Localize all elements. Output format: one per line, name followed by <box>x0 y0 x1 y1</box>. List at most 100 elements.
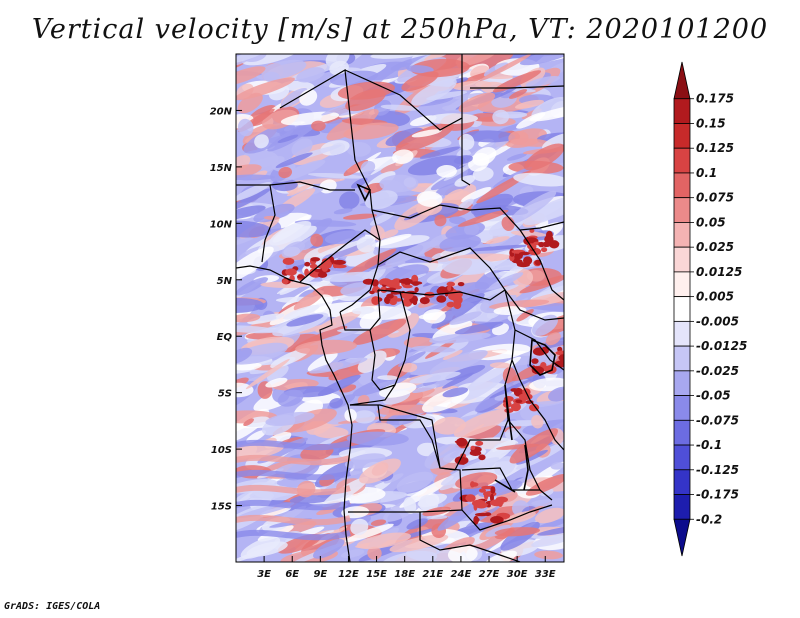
colorbar-bin <box>673 147 691 174</box>
field-patch <box>455 472 498 490</box>
field-patch-strong <box>473 502 478 511</box>
field-patch <box>531 497 564 507</box>
field-patch <box>411 78 457 106</box>
lon-label: 9E <box>313 569 327 580</box>
field-patch <box>386 413 418 426</box>
field-patch <box>236 77 295 101</box>
field-patch-strong <box>304 261 311 267</box>
field-patch-strong <box>402 284 413 289</box>
field-patch <box>505 511 536 524</box>
field-patch <box>407 155 466 176</box>
field-patch <box>400 362 418 373</box>
field-patch <box>263 215 280 220</box>
field-patch-strong <box>558 354 564 362</box>
field-patch <box>461 186 492 203</box>
colorbar-bin <box>673 61 691 100</box>
colorbar-label: 0.075 <box>696 191 734 205</box>
field-patch-strong <box>546 241 560 247</box>
field-patch <box>550 461 564 470</box>
colorbar-label: 0.0125 <box>696 265 742 279</box>
border-cameroon <box>299 229 381 313</box>
field-patch <box>426 113 478 125</box>
field-patch-strong <box>387 280 397 286</box>
field-patch-strong <box>310 257 321 262</box>
field-patch-strong <box>490 493 494 502</box>
field-patch <box>519 274 564 294</box>
field-patch-strong <box>282 257 295 265</box>
field-patch <box>453 409 509 438</box>
field-patch-strong <box>414 287 419 293</box>
colorbar-label: 0.1 <box>696 166 717 180</box>
field-patch <box>439 234 482 252</box>
border-drc-west <box>349 291 411 406</box>
field-patch-strong <box>510 402 521 412</box>
colorbar-bin <box>673 518 691 557</box>
border-zimbabwe <box>461 504 553 531</box>
field-patch <box>508 345 564 366</box>
field-patch <box>270 348 311 369</box>
field-patch <box>343 122 399 140</box>
lon-label: 27E <box>479 569 500 580</box>
lat-label: 5N <box>217 276 233 287</box>
field-patch-strong <box>321 264 329 272</box>
field-patch <box>265 377 288 388</box>
field-patch <box>532 314 558 336</box>
field-patch-strong <box>541 247 548 253</box>
field-patch-strong <box>475 440 484 446</box>
field-patch-strong <box>474 501 488 509</box>
field-patch <box>423 54 446 62</box>
border-ethiopia <box>519 229 564 301</box>
field-patch <box>351 177 368 189</box>
field-patch <box>458 92 496 113</box>
field-patch <box>409 371 461 384</box>
field-patch-strong <box>362 278 375 285</box>
lat-label: 5S <box>218 389 232 400</box>
field-patch <box>333 208 353 215</box>
field-patch <box>343 159 369 177</box>
lake-malawi <box>523 444 529 491</box>
field-patch <box>454 175 476 187</box>
field-patch-strong <box>518 251 530 256</box>
field-patch <box>370 519 387 526</box>
colorbar-label: 0.05 <box>696 215 726 229</box>
field-patch <box>353 410 376 424</box>
field-patch-strong <box>401 291 414 300</box>
lat-label: 15N <box>210 163 233 174</box>
field-patch-strong <box>484 512 492 517</box>
field-patch-strong <box>490 486 496 494</box>
field-patch <box>385 240 440 266</box>
field-patch <box>425 90 468 101</box>
field-wave-band <box>236 454 351 466</box>
field-patch <box>431 293 485 329</box>
field-patch <box>513 172 564 187</box>
field-patch <box>535 507 564 524</box>
field-patch <box>479 54 532 82</box>
lat-label: 10N <box>210 219 233 230</box>
field-patch <box>504 427 520 440</box>
field-patch <box>236 174 275 181</box>
field-patch <box>247 313 285 325</box>
coastline-west <box>236 265 353 562</box>
field-patch <box>254 134 269 149</box>
field-patch <box>534 550 563 560</box>
lake-victoria <box>529 338 556 376</box>
field-patch <box>376 404 434 416</box>
field-patch <box>492 70 542 93</box>
field-patch <box>369 211 395 226</box>
field-patch <box>510 230 547 237</box>
field-patch <box>236 347 253 364</box>
colorbar-bin <box>673 419 691 446</box>
field-patch <box>482 550 517 562</box>
border-uganda-kenya <box>514 329 564 371</box>
field-patch <box>485 236 510 245</box>
colorbar-label: 0.15 <box>696 116 726 130</box>
field-patch <box>236 54 269 64</box>
field-patch <box>429 332 491 344</box>
field-patch <box>444 188 464 201</box>
field-patch-strong <box>470 445 476 450</box>
colorbar-label: -0.075 <box>696 413 739 427</box>
colorbar-bin <box>673 395 691 421</box>
field-patch <box>493 166 533 188</box>
field-patch <box>374 235 430 249</box>
field-patch <box>377 261 406 270</box>
